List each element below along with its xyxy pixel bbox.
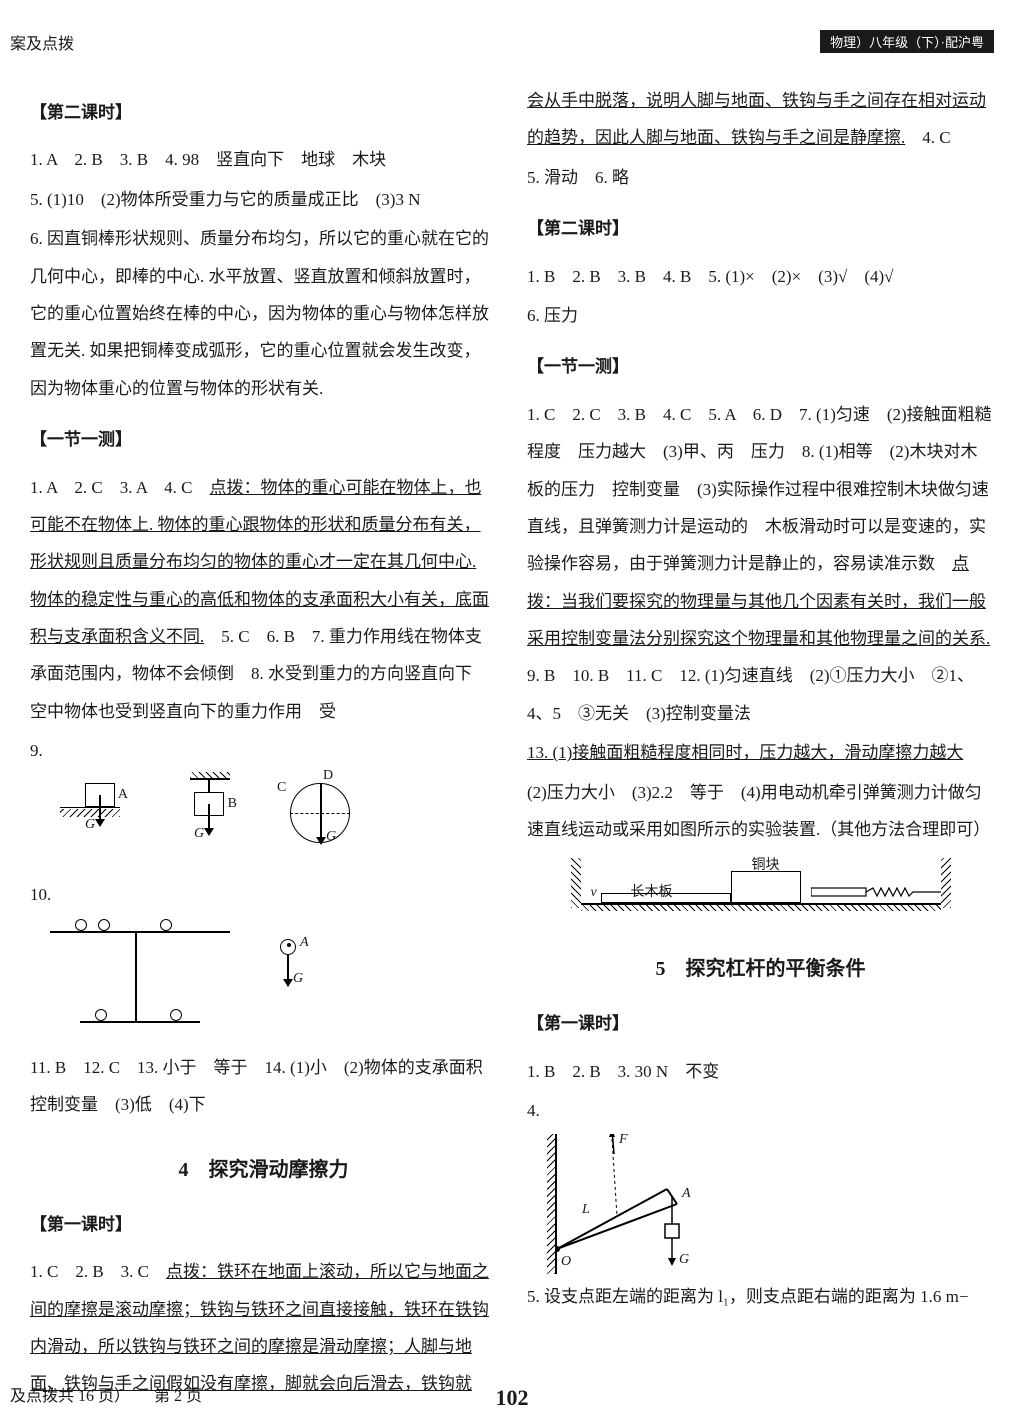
left-p3: 6. 因直铜棒形状规则、质量分布均匀，所以它的重心就在它的几何中心，即棒的中心.… <box>30 220 497 407</box>
left-p4a: 1. A 2. C 3. A 4. C <box>30 478 209 497</box>
right-p4: 6. 压力 <box>527 297 994 334</box>
right-p6b: (2)压力大小 (3)2.2 等于 (4)用电动机牵引弹簧测力计做匀速直线运动或… <box>527 774 994 849</box>
left-p4: 1. A 2. C 3. A 4. C 点拨：物体的重心可能在物体上，也可能不在… <box>30 469 497 731</box>
title-section-5: 5 探究杠杆的平衡条件 <box>527 947 994 991</box>
right-p6: 13. (1)接触面粗糙程度相同时，压力越大，滑动摩擦力越大 <box>527 734 994 771</box>
right-p5a: 1. C 2. C 3. B 4. C 5. A 6. D 7. (1)匀速 (… <box>527 405 992 574</box>
right-p2: 5. 滑动 6. 略 <box>527 159 994 196</box>
left-p2: 5. (1)10 (2)物体所受重力与它的质量成正比 (3)3 N <box>30 181 497 218</box>
label-v: v <box>591 885 597 901</box>
right-p1: 会从手中脱落，说明人脚与地面、铁钩与手之间存在相对运动的趋势，因此人脚与地面、铁… <box>527 82 994 157</box>
label-4G: G <box>679 1252 689 1268</box>
left-p8: 1. C 2. B 3. C 点拨：铁环在地面上滚动，所以它与地面之间的摩擦是滚… <box>30 1253 497 1403</box>
right-p5: 1. C 2. C 3. B 4. C 5. A 6. D 7. (1)匀速 (… <box>527 396 994 733</box>
header-left: 案及点拨 <box>10 30 74 54</box>
label-G3: G <box>326 829 336 845</box>
label-F: F <box>619 1132 628 1148</box>
spring-icon <box>811 886 941 898</box>
left-column: 【第二课时】 1. A 2. B 3. B 4. 98 竖直向下 地球 木块 5… <box>30 80 497 1405</box>
right-p8: 4. <box>527 1092 994 1129</box>
label-O: O <box>561 1254 571 1270</box>
left-p1: 1. A 2. B 3. B 4. 98 竖直向下 地球 木块 <box>30 141 497 178</box>
left-p6: 10. <box>30 876 497 913</box>
label-C: C <box>277 780 286 796</box>
label-B: B <box>228 796 237 812</box>
diagram-q4: F A L O G <box>547 1134 687 1274</box>
left-h1: 【第二课时】 <box>30 94 497 131</box>
right-p1b: 4. C <box>905 128 950 147</box>
right-h3: 【第一课时】 <box>527 1005 994 1042</box>
left-p7: 11. B 12. C 13. 小于 等于 14. (1)小 (2)物体的支承面… <box>30 1049 497 1124</box>
right-h1: 【第二课时】 <box>527 210 994 247</box>
label-G1: G <box>85 817 95 833</box>
header-right: 物理）八年级（下）·配沪粤 <box>820 30 994 53</box>
diagram-q9: A G B G <box>30 778 497 868</box>
label-A: A <box>118 787 128 803</box>
label-G2: G <box>194 826 204 842</box>
left-p8a: 1. C 2. B 3. C <box>30 1262 166 1281</box>
right-p6a: 13. (1)接触面粗糙程度相同时，压力越大，滑动摩擦力越大 <box>527 743 963 762</box>
left-p5: 9. <box>30 732 497 769</box>
left-h3: 【第一课时】 <box>30 1206 497 1243</box>
title-section-4: 4 探究滑动摩擦力 <box>30 1148 497 1192</box>
label-10G: G <box>293 971 303 987</box>
label-4A: A <box>682 1186 691 1202</box>
right-column: 会从手中脱落，说明人脚与地面、铁钩与手之间存在相对运动的趋势，因此人脚与地面、铁… <box>527 80 994 1405</box>
label-copper-block: 铜块 <box>752 854 780 874</box>
right-h2: 【一节一测】 <box>527 348 994 385</box>
label-D: D <box>323 768 333 784</box>
diagram-apparatus: 铜块 长木板 v <box>571 858 951 923</box>
label-L: L <box>582 1202 590 1218</box>
label-10A: A <box>300 935 309 951</box>
right-p7: 1. B 2. B 3. 30 N 不变 <box>527 1053 994 1090</box>
page-number: 102 <box>496 1385 529 1411</box>
diagram-q10: A G <box>30 921 497 1041</box>
right-p3: 1. B 2. B 3. B 4. B 5. (1)× (2)× (3)√ (4… <box>527 258 994 295</box>
right-p9: 5. 设支点距左端的距离为 l₁，则支点距右端的距离为 1.6 m− <box>527 1278 994 1315</box>
lever-svg <box>557 1134 717 1274</box>
left-p8b: 点拨：铁环在地面上滚动，所以它与地面之间的摩擦是滚动摩擦；铁钩与铁环之间直接接触… <box>30 1262 489 1393</box>
left-p4b: 点拨：物体的重心可能在物体上，也可能不在物体上. 物体的重心跟物体的形状和质量分… <box>30 478 489 647</box>
left-h2: 【一节一测】 <box>30 421 497 458</box>
main-content: 【第二课时】 1. A 2. B 3. B 4. 98 竖直向下 地球 木块 5… <box>30 80 994 1405</box>
